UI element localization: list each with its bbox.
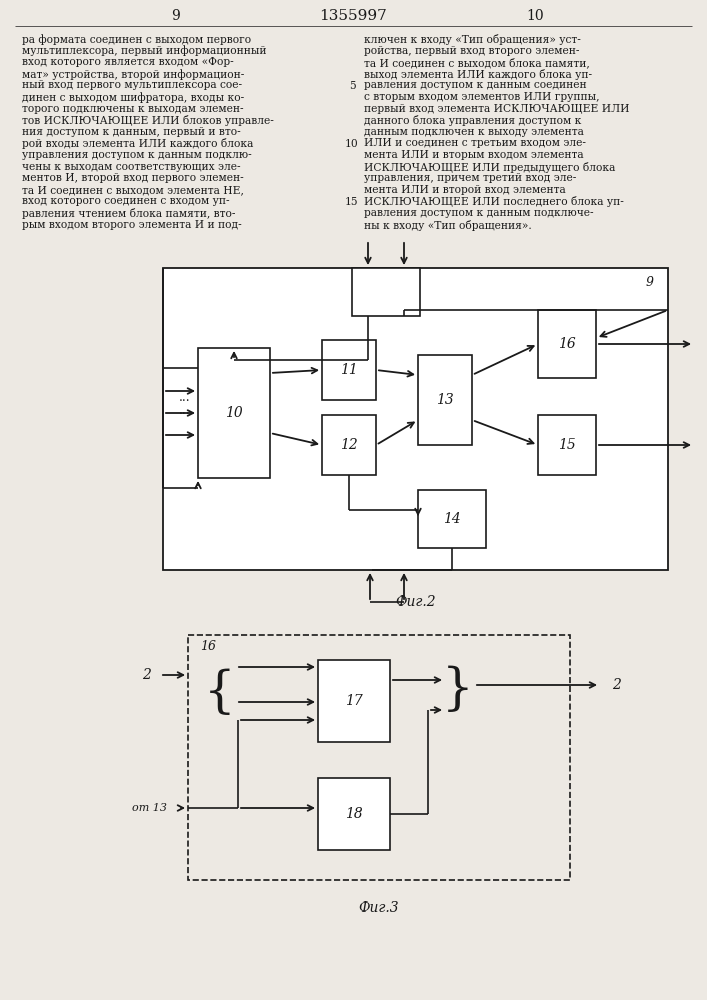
Bar: [538, 310, 596, 378]
Text: Фиг.3: Фиг.3: [358, 901, 399, 915]
Bar: [322, 415, 376, 475]
Text: 10: 10: [526, 9, 544, 23]
Bar: [538, 415, 596, 475]
Text: мента ИЛИ и второй вход элемента: мента ИЛИ и второй вход элемента: [364, 185, 566, 195]
Bar: [352, 268, 420, 316]
Text: 12: 12: [340, 438, 358, 452]
Text: Фиг.2: Фиг.2: [395, 595, 436, 609]
Text: динен с выходом шифратора, входы ко-: динен с выходом шифратора, входы ко-: [22, 92, 244, 103]
Text: рым входом второго элемента И и под-: рым входом второго элемента И и под-: [22, 220, 242, 230]
Bar: [188, 635, 570, 880]
Text: управления доступом к данным подклю-: управления доступом к данным подклю-: [22, 150, 252, 160]
Text: {: {: [204, 668, 236, 718]
Text: 18: 18: [345, 807, 363, 821]
Text: 17: 17: [345, 694, 363, 708]
Text: чены к выходам соответствующих эле-: чены к выходам соответствующих эле-: [22, 162, 240, 172]
Text: ра формата соединен с выходом первого: ра формата соединен с выходом первого: [22, 34, 251, 45]
Text: та И соединен с выходом элемента НЕ,: та И соединен с выходом элемента НЕ,: [22, 185, 244, 195]
Text: ИЛИ и соединен с третьим входом эле-: ИЛИ и соединен с третьим входом эле-: [364, 138, 586, 148]
Text: 9: 9: [170, 9, 180, 23]
Text: ИСКЛЮЧАЮЩЕЕ ИЛИ последнего блока уп-: ИСКЛЮЧАЮЩЕЕ ИЛИ последнего блока уп-: [364, 196, 624, 207]
Text: 1355997: 1355997: [319, 9, 387, 23]
Text: ный вход первого мультиплексора сое-: ный вход первого мультиплексора сое-: [22, 80, 242, 90]
Text: 15: 15: [345, 197, 359, 207]
Text: 5: 5: [349, 81, 356, 91]
Bar: [198, 348, 270, 478]
Text: ны к входу «Тип обращения».: ны к входу «Тип обращения».: [364, 220, 532, 231]
Bar: [418, 355, 472, 445]
Text: вход которого является входом «Фор-: вход которого является входом «Фор-: [22, 57, 234, 67]
Bar: [418, 490, 486, 548]
Bar: [318, 778, 390, 850]
Text: ментов И, второй вход первого элемен-: ментов И, второй вход первого элемен-: [22, 173, 244, 183]
Text: та И соединен с выходом блока памяти,: та И соединен с выходом блока памяти,: [364, 57, 590, 68]
Text: мультиплексора, первый информационный: мультиплексора, первый информационный: [22, 46, 267, 56]
Text: 16: 16: [200, 641, 216, 654]
Bar: [318, 660, 390, 742]
Text: данного блока управления доступом к: данного блока управления доступом к: [364, 115, 581, 126]
Bar: [322, 340, 376, 400]
Text: данным подключен к выходу элемента: данным подключен к выходу элемента: [364, 127, 584, 137]
Text: первый вход элемента ИСКЛЮЧАЮЩЕЕ ИЛИ: первый вход элемента ИСКЛЮЧАЮЩЕЕ ИЛИ: [364, 104, 629, 114]
Text: с вторым входом элементов ИЛИ группы,: с вторым входом элементов ИЛИ группы,: [364, 92, 600, 102]
Text: ния доступом к данным, первый и вто-: ния доступом к данным, первый и вто-: [22, 127, 241, 137]
Text: равления чтением блока памяти, вто-: равления чтением блока памяти, вто-: [22, 208, 235, 219]
Text: управления, причем третий вход эле-: управления, причем третий вход эле-: [364, 173, 576, 183]
Text: 10: 10: [225, 406, 243, 420]
Text: 10: 10: [345, 139, 359, 149]
Bar: [163, 268, 668, 570]
Text: рой входы элемента ИЛИ каждого блока: рой входы элемента ИЛИ каждого блока: [22, 138, 253, 149]
Text: 16: 16: [558, 337, 576, 351]
Text: 13: 13: [436, 393, 454, 407]
Text: ···: ···: [179, 395, 191, 408]
Text: ройства, первый вход второго элемен-: ройства, первый вход второго элемен-: [364, 46, 580, 56]
Text: }: }: [442, 665, 474, 715]
Text: равления доступом к данным соединен: равления доступом к данным соединен: [364, 80, 587, 90]
Text: мента ИЛИ и вторым входом элемента: мента ИЛИ и вторым входом элемента: [364, 150, 583, 160]
Text: 9: 9: [646, 275, 654, 288]
Text: 11: 11: [340, 363, 358, 377]
Text: вход которого соединен с входом уп-: вход которого соединен с входом уп-: [22, 196, 230, 206]
Text: ИСКЛЮЧАЮЩЕЕ ИЛИ предыдущего блока: ИСКЛЮЧАЮЩЕЕ ИЛИ предыдущего блока: [364, 162, 615, 173]
Text: равления доступом к данным подключе-: равления доступом к данным подключе-: [364, 208, 594, 218]
Text: 2: 2: [612, 678, 621, 692]
Text: мат» устройства, второй информацион-: мат» устройства, второй информацион-: [22, 69, 245, 80]
Text: тов ИСКЛЮЧАЮЩЕЕ ИЛИ блоков управле-: тов ИСКЛЮЧАЮЩЕЕ ИЛИ блоков управле-: [22, 115, 274, 126]
Text: от 13: от 13: [132, 803, 168, 813]
Text: 14: 14: [443, 512, 461, 526]
Text: ···: ···: [179, 408, 191, 421]
Text: торого подключены к выходам элемен-: торого подключены к выходам элемен-: [22, 104, 244, 114]
Text: 2: 2: [141, 668, 151, 682]
Text: ключен к входу «Тип обращения» уст-: ключен к входу «Тип обращения» уст-: [364, 34, 581, 45]
Text: 15: 15: [558, 438, 576, 452]
Text: выход элемента ИЛИ каждого блока уп-: выход элемента ИЛИ каждого блока уп-: [364, 69, 592, 80]
